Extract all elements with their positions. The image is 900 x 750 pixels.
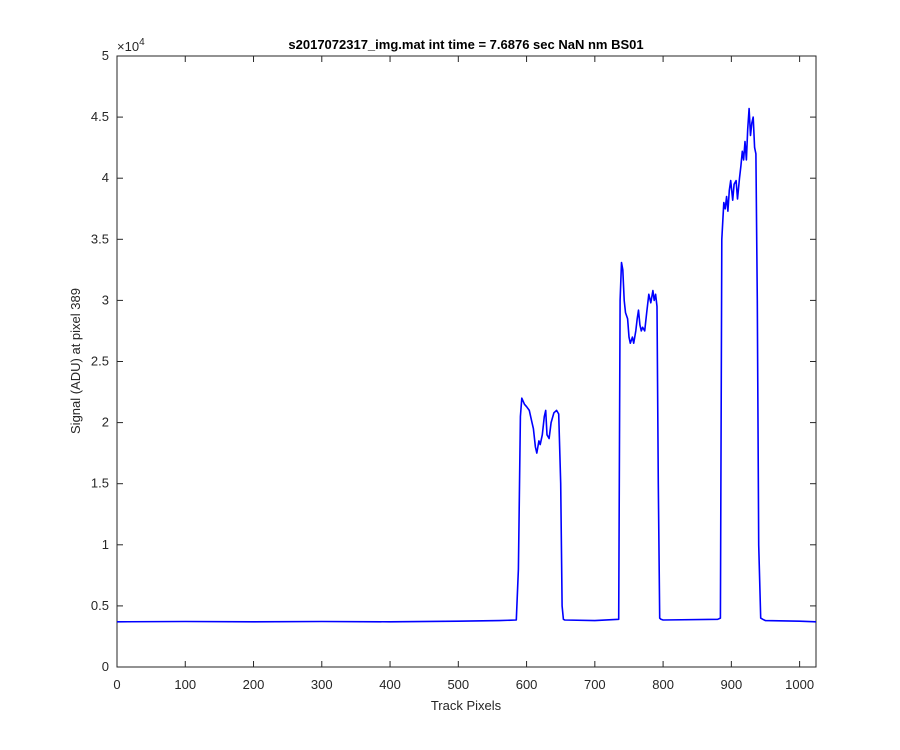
x-tick-label: 700 bbox=[584, 677, 606, 692]
x-axis-ticks: 0 100 200 300 400 500 600 700 800 900 1000 bbox=[113, 56, 814, 692]
x-axis-label: Track Pixels bbox=[431, 698, 502, 713]
y-tick-label: 2.5 bbox=[91, 354, 109, 369]
x-tick-label: 800 bbox=[652, 677, 674, 692]
x-tick-label: 100 bbox=[174, 677, 196, 692]
y-tick-label: 0 bbox=[102, 659, 109, 674]
y-axis-label: Signal (ADU) at pixel 389 bbox=[68, 288, 83, 434]
y-tick-label: 2 bbox=[102, 415, 109, 430]
axes-box bbox=[116, 55, 817, 668]
signal-series-line bbox=[116, 107, 817, 623]
y-tick-label: 1.5 bbox=[91, 476, 109, 491]
x-tick-label: 900 bbox=[721, 677, 743, 692]
chart-title: s2017072317_img.mat int time = 7.6876 se… bbox=[288, 37, 643, 52]
y-tick-label: 3.5 bbox=[91, 231, 109, 246]
x-tick-label: 300 bbox=[311, 677, 333, 692]
y-axis-exponent: ×104 bbox=[117, 37, 145, 54]
y-tick-label: 1 bbox=[102, 537, 109, 552]
y-tick-label: 4 bbox=[102, 170, 109, 185]
x-tick-label: 500 bbox=[447, 677, 469, 692]
x-tick-label: 0 bbox=[113, 677, 120, 692]
x-tick-label: 400 bbox=[379, 677, 401, 692]
x-tick-label: 1000 bbox=[785, 677, 814, 692]
x-tick-label: 600 bbox=[516, 677, 538, 692]
y-tick-label: 5 bbox=[102, 48, 109, 63]
y-tick-label: 0.5 bbox=[91, 598, 109, 613]
x-tick-label: 200 bbox=[243, 677, 265, 692]
y-tick-label: 3 bbox=[102, 292, 109, 307]
y-tick-label: 4.5 bbox=[91, 109, 109, 124]
y-axis-ticks: 0 0.5 1 1.5 2 2.5 3 3.5 4 4.5 5 bbox=[91, 48, 816, 674]
